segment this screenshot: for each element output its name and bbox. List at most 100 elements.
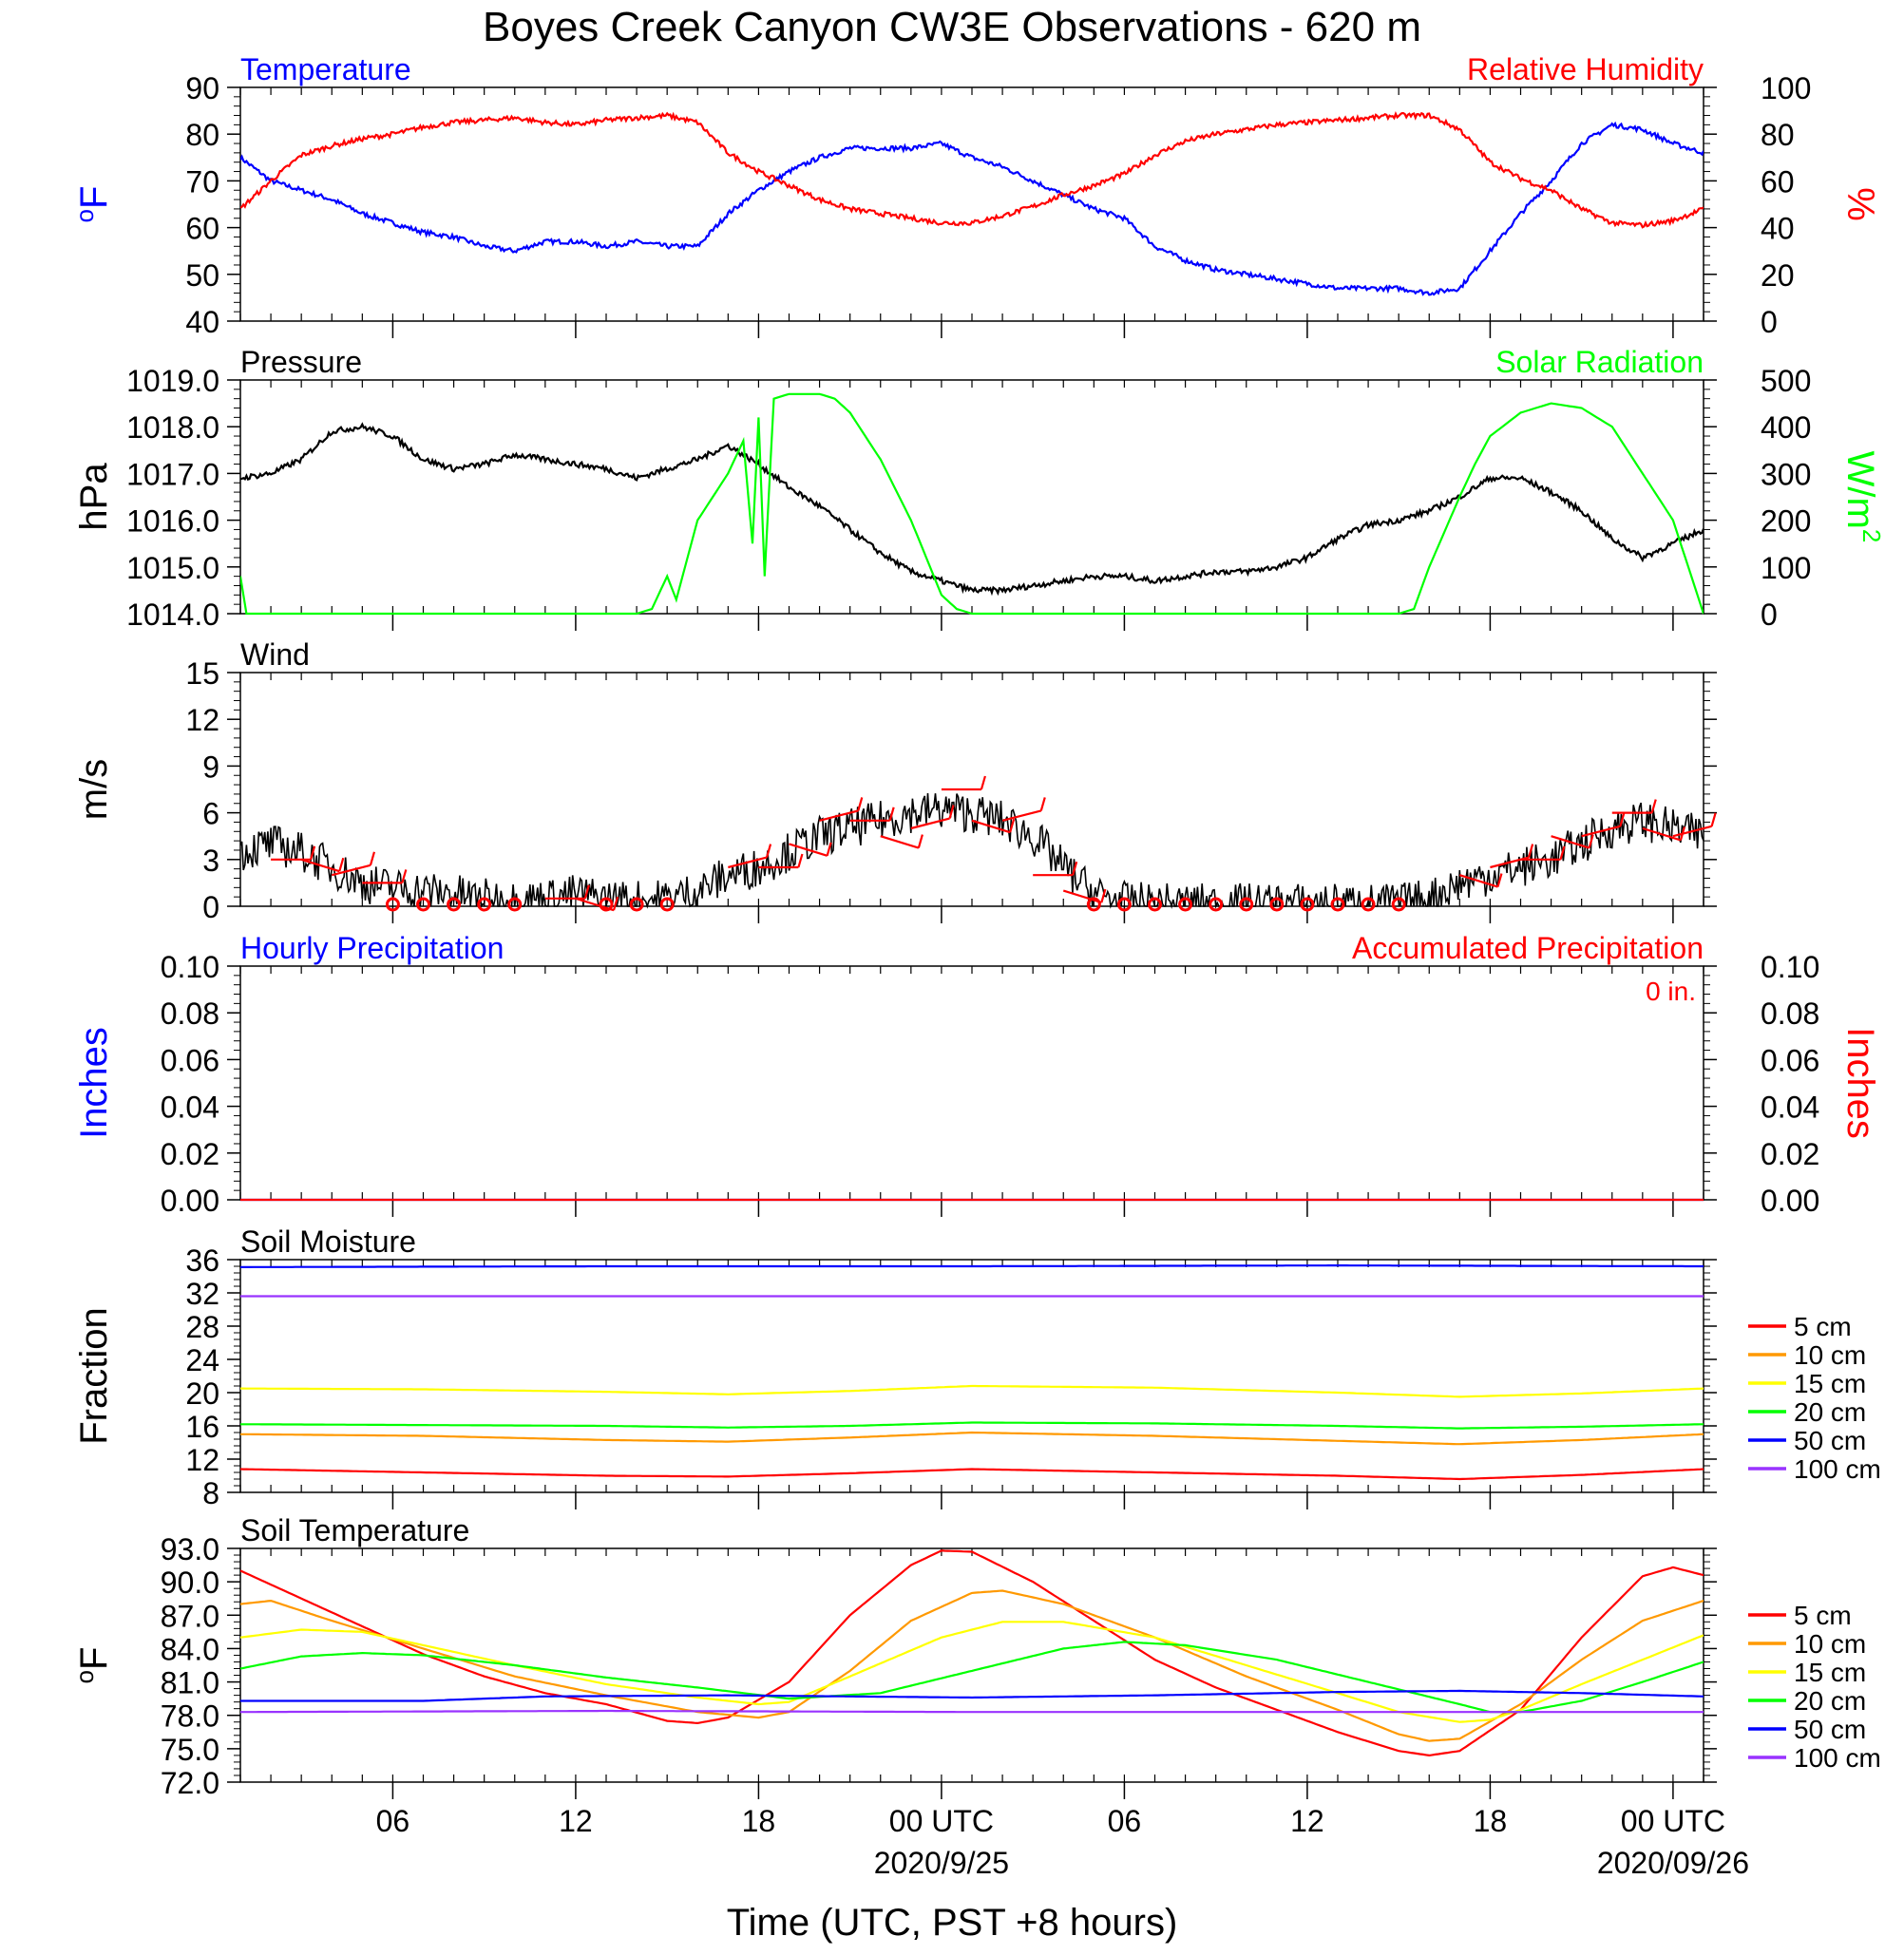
wind-barb-flag	[797, 853, 804, 868]
y-tick-label: 6	[202, 797, 219, 831]
y-tick-label: 75.0	[161, 1733, 219, 1767]
y-tick-label: 81.0	[161, 1666, 219, 1700]
y-tick-label: 0.02	[161, 1137, 219, 1171]
wind-barb-calm	[629, 897, 644, 912]
y-tick-label: 20	[185, 1376, 219, 1411]
y-right-tick-label: 0.00	[1761, 1184, 1819, 1218]
x-tick-label: 00 UTC	[1621, 1804, 1725, 1838]
y-tick-label: 12	[185, 1443, 219, 1477]
wind-barb-shaft	[1642, 826, 1682, 842]
series-10-cm	[240, 1431, 1704, 1446]
series-pressure	[240, 422, 1704, 597]
wind-barb-calm	[385, 897, 400, 912]
wind-barb-calm	[1269, 897, 1285, 912]
wind-barb-calm	[1178, 897, 1193, 912]
panel-title-left: Soil Temperature	[240, 1513, 469, 1547]
wind-barb-shaft	[331, 864, 371, 877]
wind-barb-shaft	[1062, 889, 1102, 904]
y-tick-label: 0	[202, 890, 219, 924]
legend-label: 50 cm	[1794, 1426, 1866, 1455]
wind-barb-calm	[1361, 897, 1376, 912]
panel-wind: 0 3 6 9 12 15 Wind m/s	[73, 637, 1717, 924]
y-axis-title-left: oF	[70, 186, 115, 223]
y-tick-label: 84.0	[161, 1632, 219, 1666]
series-10-cm	[240, 1589, 1704, 1742]
wind-barb-flag	[765, 844, 772, 858]
y-tick-label: 0.00	[161, 1184, 219, 1218]
series-5-cm	[240, 1468, 1704, 1481]
wind-barb-flag	[369, 851, 376, 866]
y-tick-label: 90.0	[161, 1566, 219, 1600]
wind-barb-shaft	[1581, 825, 1621, 838]
y-tick-label: 16	[185, 1410, 219, 1444]
wind-barb-calm	[1148, 897, 1162, 912]
y-right-tick-label: 500	[1761, 364, 1811, 398]
wind-barb-shaft	[1459, 874, 1498, 888]
panel-title-left: Soil Moisture	[240, 1224, 416, 1259]
precip-total-annotation: 0 in.	[1646, 977, 1696, 1006]
y-right-tick-label: 300	[1761, 457, 1811, 491]
series-wind	[240, 793, 1704, 910]
legend-label: 10 cm	[1794, 1340, 1866, 1370]
y-right-tick-label: 0.06	[1761, 1043, 1819, 1077]
wind-barb-flag	[583, 884, 590, 900]
x-tick-label: 12	[559, 1804, 593, 1838]
wind-barb-flag	[1072, 861, 1078, 876]
wind-barb-calm	[1300, 897, 1315, 912]
y-tick-label: 28	[185, 1310, 219, 1344]
wind-barb-calm	[477, 897, 492, 912]
panel-title-left: Pressure	[240, 345, 362, 379]
panel-title-right: Relative Humidity	[1467, 52, 1704, 86]
y-tick-label: 32	[185, 1277, 219, 1311]
y-tick-label: 15	[185, 656, 219, 691]
wind-barb-flag	[1650, 799, 1657, 813]
wind-barb-shaft	[910, 817, 950, 830]
plot-frame	[239, 1259, 1704, 1493]
panel-pressure_solar: 1014.0 1015.0 1016.0 1017.0 1018.0 1019.0 0 100…	[73, 345, 1886, 632]
y-right-tick-label: 20	[1761, 258, 1795, 293]
x-tick-label: 18	[742, 1804, 776, 1838]
x-date-label: 2020/9/25	[874, 1846, 1009, 1880]
y-tick-label: 40	[185, 305, 219, 339]
wind-barb-flag	[1588, 834, 1594, 848]
y-tick-label: 50	[185, 258, 219, 293]
wind-barb-shaft	[1672, 825, 1712, 838]
y-axis-title-left: Fraction	[73, 1307, 115, 1445]
wind-barb-calm	[1391, 897, 1406, 912]
legend-label: 100 cm	[1794, 1454, 1881, 1484]
y-right-tick-label: 0.08	[1761, 996, 1819, 1031]
wind-barb-flag	[948, 805, 955, 819]
legend-label: 20 cm	[1794, 1686, 1866, 1716]
x-date-label: 2020/09/26	[1597, 1846, 1749, 1880]
series-relative-humidity	[240, 111, 1704, 229]
y-tick-label: 24	[185, 1343, 219, 1377]
legend-label: 100 cm	[1794, 1743, 1881, 1773]
wind-barb-flag	[612, 896, 619, 911]
wind-barb-calm	[416, 897, 430, 912]
x-tick-label: 06	[1108, 1804, 1142, 1838]
series-temperature	[240, 121, 1704, 296]
y-tick-label: 1015.0	[126, 551, 219, 585]
y-right-tick-label: 100	[1761, 551, 1811, 585]
series-50-cm	[240, 1263, 1704, 1269]
x-tick-label: 00 UTC	[889, 1804, 994, 1838]
panel-temp_rh: 40 50 60 70 80 90 0 20 40 60 80 100 Temperature Relat…	[70, 52, 1881, 339]
y-tick-label: 90	[185, 71, 219, 105]
wind-barb-calm	[1116, 897, 1132, 912]
wind-barb-shaft	[1551, 835, 1590, 849]
series-5-cm	[240, 1549, 1704, 1757]
wind-barb-shaft	[880, 835, 920, 849]
series-100-cm	[240, 1709, 1704, 1714]
y-right-tick-label: 40	[1761, 212, 1795, 246]
wind-barb-shaft	[300, 858, 340, 873]
legend-label: 5 cm	[1794, 1601, 1852, 1630]
wind-barb-flag	[1710, 812, 1717, 827]
series-15-cm	[240, 1621, 1704, 1723]
legend-label: 50 cm	[1794, 1715, 1866, 1744]
plot-frame	[239, 1547, 1704, 1783]
wind-barb-flag	[917, 834, 923, 848]
y-tick-label: 87.0	[161, 1599, 219, 1633]
y-tick-label: 0.10	[161, 950, 219, 984]
y-right-tick-label: 400	[1761, 410, 1811, 445]
